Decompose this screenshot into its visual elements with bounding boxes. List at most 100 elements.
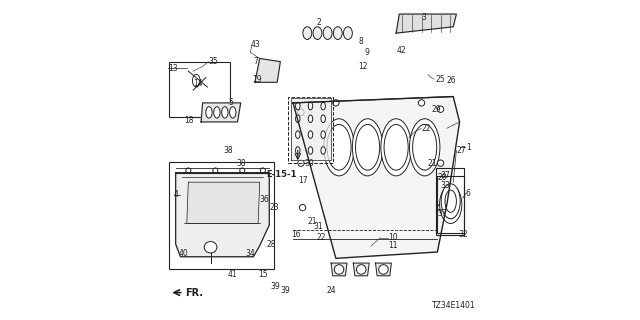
Ellipse shape <box>296 131 300 139</box>
Ellipse shape <box>296 147 300 154</box>
Ellipse shape <box>308 147 313 154</box>
Ellipse shape <box>321 102 325 110</box>
Ellipse shape <box>212 168 218 173</box>
Ellipse shape <box>324 119 355 176</box>
Text: 30: 30 <box>304 159 314 168</box>
Text: 31: 31 <box>313 222 323 231</box>
Polygon shape <box>175 173 269 257</box>
Text: 24: 24 <box>326 285 336 295</box>
Text: 33: 33 <box>440 181 450 190</box>
Text: 38: 38 <box>223 146 233 155</box>
Text: 3: 3 <box>422 13 426 22</box>
Polygon shape <box>353 263 369 276</box>
Text: 4: 4 <box>174 190 179 199</box>
Text: 29: 29 <box>431 105 441 114</box>
Ellipse shape <box>240 168 245 173</box>
Ellipse shape <box>321 115 325 123</box>
Text: 17: 17 <box>298 176 307 185</box>
Text: 14: 14 <box>193 79 203 88</box>
Text: 11: 11 <box>388 241 397 250</box>
Text: 16: 16 <box>291 230 301 239</box>
Text: FR.: FR. <box>185 288 203 298</box>
Bar <box>436 168 465 235</box>
Ellipse shape <box>334 265 344 274</box>
Ellipse shape <box>441 184 460 219</box>
Ellipse shape <box>186 168 191 173</box>
Ellipse shape <box>356 265 366 274</box>
Polygon shape <box>187 182 260 223</box>
Ellipse shape <box>296 102 300 110</box>
Text: 38: 38 <box>236 159 246 168</box>
Text: 26: 26 <box>447 76 456 85</box>
Ellipse shape <box>379 265 388 274</box>
Text: 18: 18 <box>184 116 194 125</box>
Ellipse shape <box>443 190 459 219</box>
Text: 9: 9 <box>364 48 369 57</box>
Text: 39: 39 <box>271 282 280 292</box>
Polygon shape <box>255 59 280 82</box>
Text: 42: 42 <box>396 46 406 55</box>
Ellipse shape <box>440 185 462 223</box>
Ellipse shape <box>437 160 444 166</box>
Ellipse shape <box>260 168 266 173</box>
Ellipse shape <box>300 204 306 211</box>
Text: 19: 19 <box>252 75 261 84</box>
Text: 13: 13 <box>168 63 178 73</box>
Polygon shape <box>293 97 460 258</box>
Polygon shape <box>291 98 331 160</box>
Bar <box>170 62 230 117</box>
Ellipse shape <box>419 100 425 106</box>
Text: 20: 20 <box>437 173 447 182</box>
Text: 34: 34 <box>246 249 255 258</box>
Ellipse shape <box>381 119 412 176</box>
Text: 32: 32 <box>458 230 468 239</box>
Text: 7: 7 <box>253 57 259 66</box>
Text: E-15-1: E-15-1 <box>267 170 297 179</box>
Text: 15: 15 <box>258 270 268 279</box>
Text: 37: 37 <box>440 172 451 180</box>
Ellipse shape <box>384 124 408 170</box>
Polygon shape <box>201 103 241 122</box>
Text: 5: 5 <box>228 99 233 108</box>
Ellipse shape <box>206 107 212 118</box>
Text: 23: 23 <box>269 203 279 212</box>
Text: 27: 27 <box>456 146 466 155</box>
Text: 25: 25 <box>436 75 445 84</box>
Bar <box>288 97 333 163</box>
Ellipse shape <box>333 100 339 106</box>
Ellipse shape <box>204 242 217 253</box>
Text: 1: 1 <box>466 143 470 152</box>
Text: 2: 2 <box>317 18 321 27</box>
Ellipse shape <box>323 27 332 39</box>
Polygon shape <box>376 263 392 276</box>
Ellipse shape <box>356 124 380 170</box>
Bar <box>170 162 274 269</box>
Text: 37: 37 <box>437 209 447 219</box>
Ellipse shape <box>193 74 200 87</box>
Ellipse shape <box>230 107 236 118</box>
Ellipse shape <box>413 124 436 170</box>
Text: 41: 41 <box>228 270 237 279</box>
Text: 35: 35 <box>209 57 218 66</box>
Ellipse shape <box>445 190 456 212</box>
Ellipse shape <box>296 115 300 123</box>
Text: 36: 36 <box>260 195 269 204</box>
Ellipse shape <box>298 160 304 166</box>
Text: 22: 22 <box>422 124 431 133</box>
Bar <box>437 176 465 233</box>
Ellipse shape <box>333 27 342 39</box>
Ellipse shape <box>353 119 383 176</box>
Text: 21: 21 <box>428 159 437 168</box>
Text: TZ34E1401: TZ34E1401 <box>432 301 476 310</box>
Ellipse shape <box>344 27 353 39</box>
Text: 6: 6 <box>466 189 471 198</box>
Ellipse shape <box>321 131 325 139</box>
Ellipse shape <box>437 204 444 211</box>
Ellipse shape <box>221 107 228 118</box>
Ellipse shape <box>410 119 440 176</box>
Text: 40: 40 <box>179 249 189 258</box>
Text: 43: 43 <box>250 40 260 49</box>
Polygon shape <box>331 263 347 276</box>
Ellipse shape <box>298 109 304 116</box>
Ellipse shape <box>308 102 313 110</box>
